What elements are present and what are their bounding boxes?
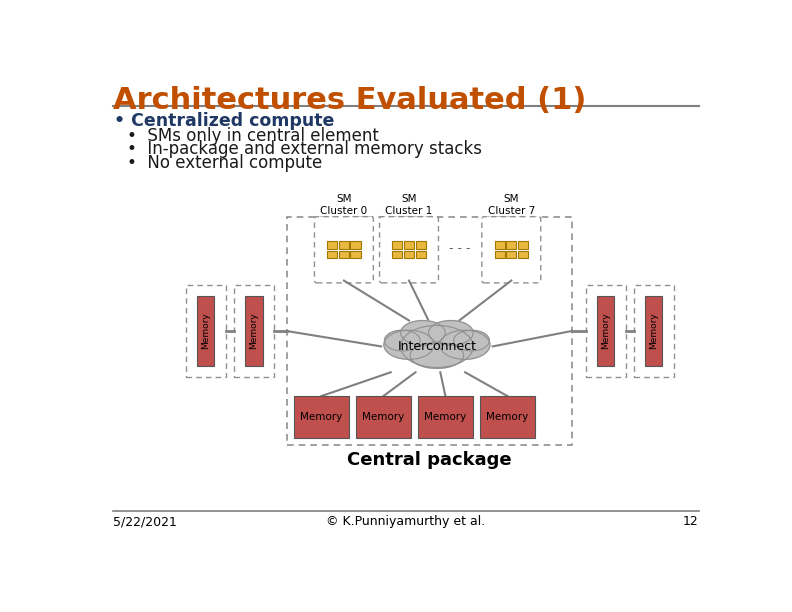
- Text: Memory: Memory: [649, 313, 658, 349]
- Bar: [480, 396, 535, 438]
- Bar: [327, 241, 337, 249]
- Bar: [495, 250, 505, 258]
- Text: Memory: Memory: [300, 412, 343, 422]
- Text: SM
Cluster 1: SM Cluster 1: [386, 194, 432, 216]
- Ellipse shape: [440, 330, 490, 359]
- Bar: [416, 250, 425, 258]
- Bar: [495, 241, 505, 249]
- Bar: [351, 250, 360, 258]
- Text: Memory: Memory: [249, 313, 258, 349]
- Ellipse shape: [454, 330, 489, 351]
- Bar: [506, 250, 516, 258]
- Text: Architectures Evaluated (1): Architectures Evaluated (1): [113, 86, 586, 115]
- Text: •  No external compute: • No external compute: [127, 154, 322, 173]
- Bar: [634, 285, 674, 377]
- Ellipse shape: [401, 321, 445, 345]
- Text: Central package: Central package: [347, 451, 512, 469]
- Text: Memory: Memory: [201, 313, 211, 349]
- Bar: [416, 241, 425, 249]
- Bar: [392, 250, 402, 258]
- Bar: [506, 241, 516, 249]
- Ellipse shape: [428, 321, 473, 345]
- Bar: [287, 217, 572, 444]
- Bar: [295, 396, 348, 438]
- Text: •  In-package and external memory stacks: • In-package and external memory stacks: [127, 140, 482, 159]
- Text: 5/22/2021: 5/22/2021: [113, 515, 177, 528]
- Bar: [404, 250, 414, 258]
- Text: Memory: Memory: [601, 313, 611, 349]
- Bar: [339, 241, 349, 249]
- Text: Memory: Memory: [362, 412, 405, 422]
- Text: 12: 12: [683, 515, 699, 528]
- Bar: [597, 296, 615, 365]
- Text: © K.Punniyamurthy et al.: © K.Punniyamurthy et al.: [326, 515, 485, 528]
- Bar: [356, 396, 410, 438]
- Bar: [404, 241, 414, 249]
- Text: - - -: - - -: [449, 242, 471, 255]
- Text: •  SMs only in central element: • SMs only in central element: [127, 127, 379, 144]
- Text: Memory: Memory: [425, 412, 466, 422]
- Text: • Centralized compute: • Centralized compute: [115, 112, 335, 130]
- Bar: [246, 296, 262, 365]
- Text: SM
Cluster 0: SM Cluster 0: [320, 194, 367, 216]
- FancyBboxPatch shape: [482, 217, 541, 283]
- Bar: [518, 250, 528, 258]
- Bar: [197, 296, 215, 365]
- Ellipse shape: [384, 330, 421, 351]
- Bar: [645, 296, 662, 365]
- Bar: [351, 241, 360, 249]
- FancyBboxPatch shape: [314, 217, 373, 283]
- Bar: [392, 241, 402, 249]
- Bar: [339, 250, 349, 258]
- Bar: [186, 285, 226, 377]
- Bar: [518, 241, 528, 249]
- Text: SM
Cluster 7: SM Cluster 7: [488, 194, 535, 216]
- Text: Interconnect: Interconnect: [398, 340, 477, 353]
- Ellipse shape: [401, 326, 473, 367]
- Bar: [418, 396, 473, 438]
- Ellipse shape: [410, 343, 463, 368]
- FancyBboxPatch shape: [379, 217, 439, 283]
- Bar: [234, 285, 274, 377]
- Ellipse shape: [384, 330, 434, 359]
- Bar: [586, 285, 626, 377]
- Text: Memory: Memory: [486, 412, 528, 422]
- Bar: [327, 250, 337, 258]
